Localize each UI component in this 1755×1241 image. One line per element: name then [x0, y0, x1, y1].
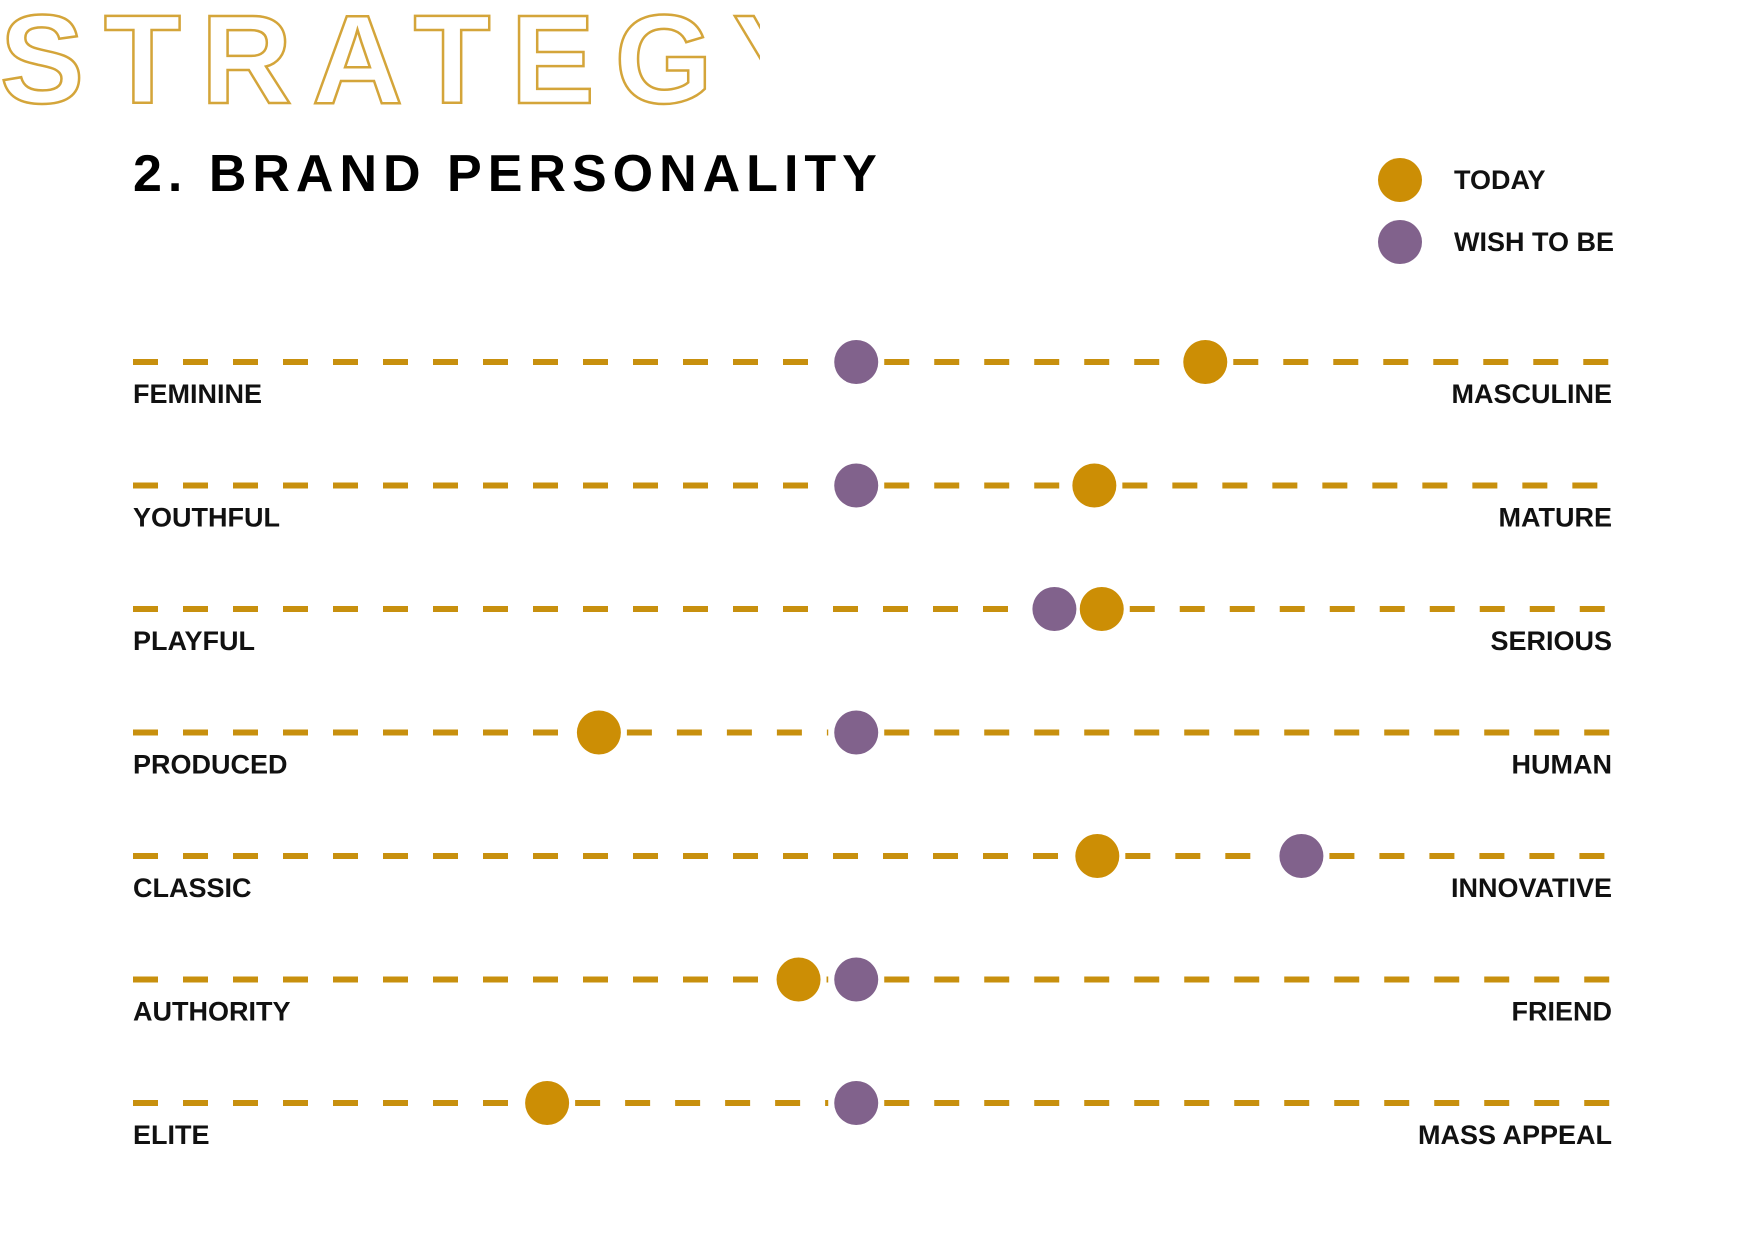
pole-label-left: ELITE — [133, 1120, 210, 1150]
pole-label-left: FEMININE — [133, 379, 262, 409]
wish-dot — [834, 710, 879, 755]
wish-dot — [834, 340, 879, 384]
legend-dot-today — [1378, 158, 1422, 202]
pole-label-right: INNOVATIVE — [1451, 873, 1612, 903]
watermark-text: STRATEGY — [0, 0, 760, 115]
today-dot — [776, 957, 821, 1002]
pole-label-right: SERIOUS — [1490, 626, 1612, 656]
legend-label-today: TODAY — [1454, 164, 1546, 195]
pole-label-right: MATURE — [1499, 503, 1612, 533]
legend-label-wish: WISH TO BE — [1454, 226, 1615, 257]
pole-label-right: FRIEND — [1512, 997, 1613, 1027]
scale-row: AUTHORITY FRIEND — [133, 957, 1613, 1027]
pole-label-right: HUMAN — [1512, 750, 1613, 780]
legend-item-today: TODAY — [1378, 158, 1638, 202]
today-dot — [1079, 587, 1124, 631]
pole-label-left: PRODUCED — [133, 750, 288, 780]
today-dot — [576, 710, 621, 755]
scale-row: FEMININE MASCULINE — [133, 340, 1612, 409]
wish-dot — [834, 957, 879, 1002]
pole-label-left: AUTHORITY — [133, 997, 291, 1027]
chart-legend: TODAY WISH TO BE — [1378, 158, 1638, 282]
legend-dot-wish — [1378, 220, 1422, 264]
wish-dot — [834, 463, 879, 508]
wish-dot — [1279, 834, 1324, 878]
wish-dot — [834, 1081, 879, 1125]
page-title: 2. BRAND PERSONALITY — [133, 145, 883, 203]
today-dot — [525, 1081, 570, 1125]
strategy-watermark: STRATEGY — [0, 0, 760, 115]
scale-row: ELITE MASS APPEAL — [133, 1081, 1612, 1150]
scale-row: YOUTHFUL MATURE — [133, 463, 1612, 533]
pole-label-right: MASCULINE — [1452, 379, 1613, 409]
pole-label-left: CLASSIC — [133, 873, 252, 903]
scale-row: CLASSIC INNOVATIVE — [133, 834, 1612, 903]
scale-row: PLAYFUL SERIOUS — [133, 587, 1612, 656]
pole-label-left: PLAYFUL — [133, 626, 255, 656]
today-dot — [1072, 463, 1117, 508]
today-dot — [1075, 834, 1120, 878]
pole-label-right: MASS APPEAL — [1418, 1120, 1612, 1150]
scale-row: PRODUCED HUMAN — [133, 710, 1613, 780]
wish-dot — [1032, 587, 1077, 631]
pole-label-left: YOUTHFUL — [133, 503, 280, 533]
legend-item-wish: WISH TO BE — [1378, 220, 1638, 264]
today-dot — [1183, 340, 1228, 384]
